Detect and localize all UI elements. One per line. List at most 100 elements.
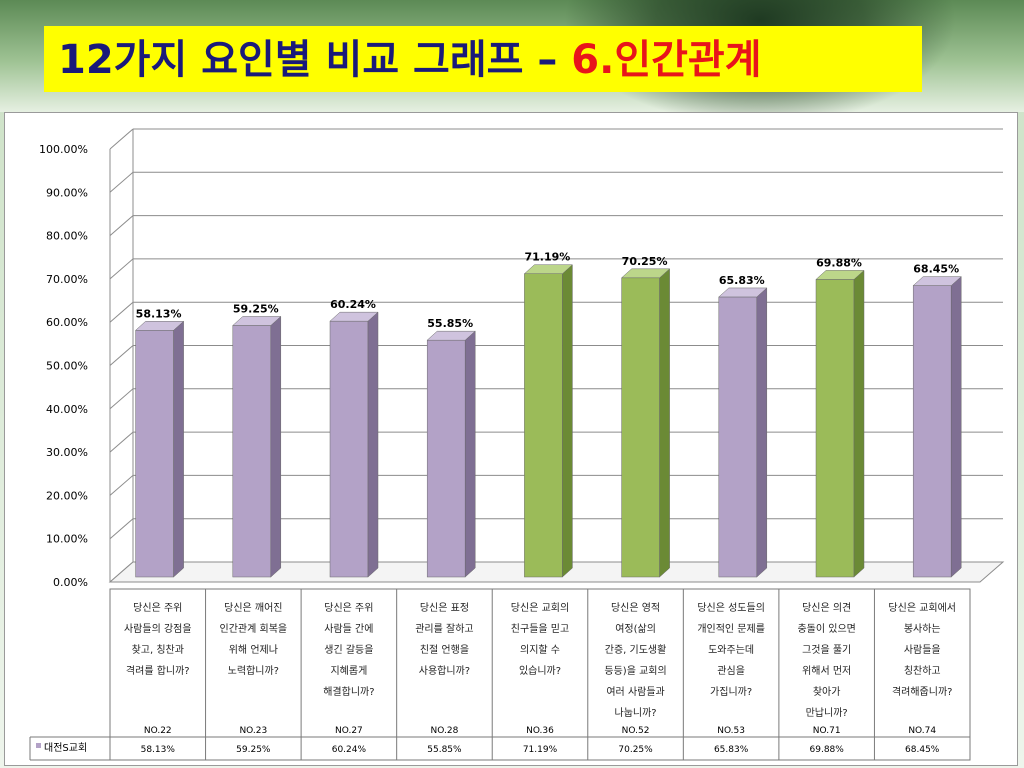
category-label-line: 사용합니까? [419,665,470,677]
bar-top-4 [426,330,476,341]
question-number: NO.23 [239,726,267,736]
data-label-7: 65.83% [719,274,765,287]
table-value: 70.25% [618,745,653,755]
category-label-line: 해결합니까? [323,685,374,698]
question-number: NO.27 [335,726,363,736]
question-number: NO.36 [526,726,554,736]
y-tick-label: 20.00% [46,489,88,502]
table-value: 60.24% [332,745,367,755]
category-label-line: 있습니까? [519,665,561,677]
question-number: NO.22 [144,726,172,736]
gridline-diagonal [109,431,134,453]
gridline-diagonal [109,215,134,236]
y-tick-label: 30.00% [46,446,88,459]
question-number: NO.74 [908,726,936,736]
bar-side-6 [659,268,670,578]
category-label-line: 당신은 표정 [420,602,469,614]
data-label-6: 70.25% [622,255,668,268]
bar-3[interactable] [329,320,369,578]
category-label-line: 개인적인 문제를 [697,623,765,635]
category-label-line: 위해 언제나 [229,643,278,656]
category-label-line: 봉사하는 [904,622,941,635]
table-value: 68.45% [905,745,940,755]
y-tick-label: 60.00% [46,316,88,329]
category-label-line: 친절 언행을 [420,643,469,656]
legend-swatch [36,743,41,748]
bar-side-4 [464,330,476,578]
bar-2[interactable] [232,325,272,578]
category-label-line: 나눕니까? [615,707,657,719]
category-label-line: 칭찬하고 [904,664,941,677]
title-accent: 6.인간관계 [571,37,762,83]
gridline-diagonal [109,475,134,496]
bar-top-5 [523,264,574,274]
table-value: 58.13% [141,745,176,755]
bar-top-6 [620,268,671,279]
category-label-line: 격려를 합니까? [126,664,190,677]
category-label-line: 위해서 먼저 [802,664,851,677]
gridline-diagonal [109,388,134,410]
category-label-line: 만납니까? [806,707,848,719]
data-label-2: 59.25% [233,302,279,315]
category-label-line: 당신은 의견 [802,602,851,614]
table-value: 55.85% [427,745,462,755]
gridline-diagonal [109,518,134,540]
gridline-diagonal [109,258,134,280]
category-label-line: 관심을 [717,665,745,677]
category-label-line: 노력합니까? [228,665,279,677]
y-tick-label: 10.00% [46,533,88,546]
table-value: 65.83% [714,745,749,755]
category-label-line: 당신은 성도들의 [697,602,765,614]
category-label-line: 당신은 교회의 [511,602,569,614]
y-tick-label: 100.00% [39,143,88,156]
data-label-9: 68.45% [913,263,959,276]
bar-9[interactable] [912,285,952,578]
data-label-3: 60.24% [330,298,376,311]
category-label-line: 격려해줍니까? [892,685,953,698]
bar-side-3 [367,311,379,578]
gridline-diagonal [109,301,134,323]
y-tick-label: 90.00% [46,186,88,199]
bar-6[interactable] [621,277,660,578]
category-label-line: 가집니까? [710,686,752,698]
bar-top-8 [815,270,865,280]
category-label-line: 당신은 주위 [133,601,182,614]
bar-7[interactable] [718,296,758,578]
data-label-1: 58.13% [136,307,182,320]
bar-side-1 [173,320,184,578]
category-label-line: 간증, 기도생활 [605,643,667,656]
category-label-line: 당신은 교회에서 [888,602,956,614]
gridline-diagonal [109,345,134,366]
bar-side-9 [950,276,962,578]
bar-4[interactable] [426,339,466,578]
data-label-4: 55.85% [427,317,473,330]
question-number: NO.53 [717,726,745,736]
bar-side-2 [270,315,282,578]
category-label-line: 찾아가 [813,686,841,698]
bar-top-7 [718,287,768,298]
category-label-line: 인간관계 회복을 [220,623,288,635]
category-label-line: 당신은 깨어진 [224,602,282,614]
category-label-line: 의지할 수 [520,644,560,656]
category-label-line: 당신은 영적 [611,602,660,614]
bar-top-1 [134,321,185,331]
bar-8[interactable] [815,279,855,578]
y-tick-label: 50.00% [46,360,88,373]
bar-1[interactable] [135,330,174,578]
gridline-diagonal [109,128,134,150]
category-label-line: 관리를 잘하고 [415,622,473,635]
bar-top-2 [232,316,282,326]
gridline-diagonal [109,171,134,193]
category-label-line: 도와주는데 [708,644,754,656]
question-number: NO.71 [813,726,841,736]
bar-top-3 [329,311,379,322]
category-label-line: 사람들을 [904,643,941,656]
category-label-line: 사람들 간에 [324,622,373,635]
category-label-line: 충돌이 있으면 [797,623,855,635]
bar-side-7 [756,287,768,578]
category-label-line: 생긴 갈등을 [324,643,373,656]
bar-5[interactable] [524,273,563,578]
bar-top-9 [912,276,962,286]
table-value: 71.19% [523,745,558,755]
